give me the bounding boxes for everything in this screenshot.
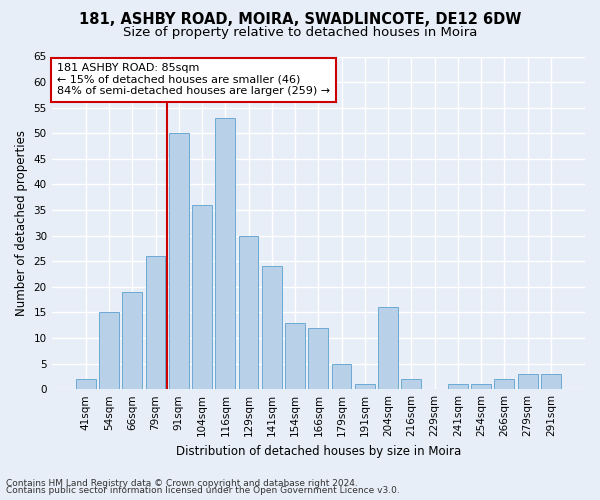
Bar bbox=[215, 118, 235, 389]
Bar bbox=[192, 205, 212, 389]
Text: 181 ASHBY ROAD: 85sqm
← 15% of detached houses are smaller (46)
84% of semi-deta: 181 ASHBY ROAD: 85sqm ← 15% of detached … bbox=[57, 63, 330, 96]
Bar bbox=[471, 384, 491, 389]
Text: Contains public sector information licensed under the Open Government Licence v3: Contains public sector information licen… bbox=[6, 486, 400, 495]
Bar bbox=[122, 292, 142, 389]
Bar bbox=[146, 256, 166, 389]
Bar bbox=[285, 322, 305, 389]
Bar bbox=[76, 379, 95, 389]
Bar bbox=[332, 364, 352, 389]
Bar bbox=[448, 384, 468, 389]
X-axis label: Distribution of detached houses by size in Moira: Distribution of detached houses by size … bbox=[176, 444, 461, 458]
Text: Contains HM Land Registry data © Crown copyright and database right 2024.: Contains HM Land Registry data © Crown c… bbox=[6, 478, 358, 488]
Bar bbox=[169, 134, 188, 389]
Bar bbox=[355, 384, 375, 389]
Bar bbox=[518, 374, 538, 389]
Bar bbox=[262, 266, 282, 389]
Bar bbox=[541, 374, 561, 389]
Text: Size of property relative to detached houses in Moira: Size of property relative to detached ho… bbox=[123, 26, 477, 39]
Bar bbox=[494, 379, 514, 389]
Bar bbox=[378, 308, 398, 389]
Bar bbox=[401, 379, 421, 389]
Text: 181, ASHBY ROAD, MOIRA, SWADLINCOTE, DE12 6DW: 181, ASHBY ROAD, MOIRA, SWADLINCOTE, DE1… bbox=[79, 12, 521, 28]
Y-axis label: Number of detached properties: Number of detached properties bbox=[15, 130, 28, 316]
Bar bbox=[308, 328, 328, 389]
Bar bbox=[239, 236, 259, 389]
Bar bbox=[99, 312, 119, 389]
